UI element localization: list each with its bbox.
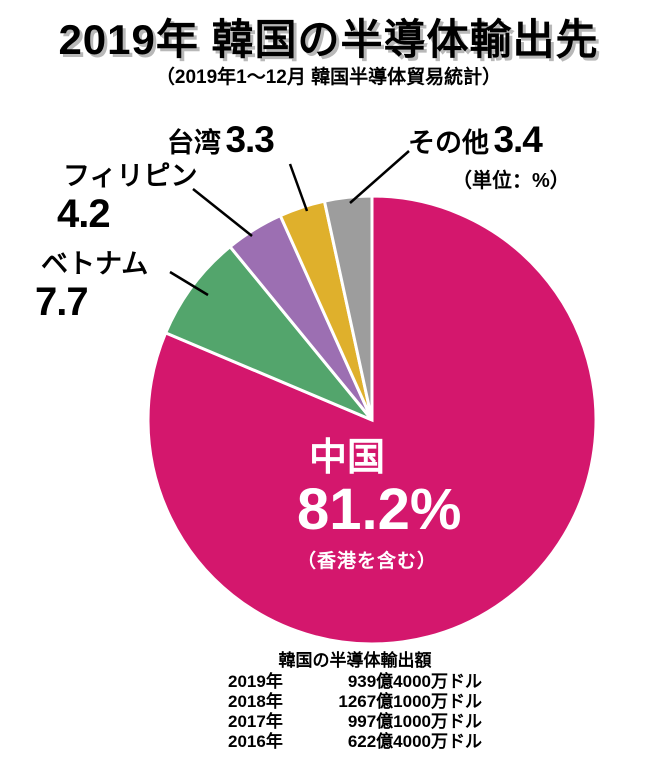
pie-slice-other — [322, 194, 374, 421]
table-row: 2016年 622億4000万ドル — [228, 732, 482, 752]
callout-philippines-label: フィリピン — [63, 161, 198, 191]
callout-vietnam: ベトナム 7.7 — [35, 249, 149, 324]
callout-china-value: 81.2% — [297, 476, 462, 542]
callout-philippines-value: 4.2 — [57, 192, 111, 236]
callout-china-label: 中国 — [309, 437, 386, 479]
leader-line-philippines — [192, 188, 253, 237]
callout-taiwan: 台湾 3.3 — [167, 119, 275, 160]
pie-slice-china — [146, 194, 598, 646]
callout-taiwan-value: 3.3 — [225, 119, 274, 160]
table-row-year: 2017年 — [228, 712, 283, 731]
page-title: 2019年 韓国の半導体輸出先 — [58, 16, 599, 63]
leader-line-other — [349, 150, 410, 204]
table-row-year: 2018年 — [228, 692, 283, 711]
table-row-amount: 1267億1000万ドル — [338, 692, 482, 711]
table-row: 2019年 939億4000万ドル — [228, 672, 482, 692]
leader-line-taiwan — [288, 163, 309, 212]
table-row-amount: 939億4000万ドル — [347, 672, 482, 691]
table-row: 2018年 1267億1000万ドル — [228, 692, 482, 712]
callout-china: 中国 81.2% （香港を含む） — [297, 437, 462, 573]
export-table-title: 韓国の半導体輸出額 — [278, 651, 432, 670]
export-amount-table: 韓国の半導体輸出額 2019年 939億4000万ドル 2018年 1267億1… — [228, 651, 482, 752]
table-row-year: 2016年 — [228, 732, 283, 751]
callout-other: その他 3.4 — [408, 119, 543, 160]
table-row-amount: 997億1000万ドル — [347, 712, 482, 731]
unit-note: （単位：%） — [452, 170, 570, 192]
callout-vietnam-label: ベトナム — [41, 249, 149, 279]
page-subtitle: （2019年1～12月 韓国半導体貿易統計） — [155, 67, 502, 88]
table-row-year: 2019年 — [228, 672, 283, 691]
callout-philippines: フィリピン 4.2 — [57, 161, 198, 236]
leader-line-vietnam — [169, 270, 209, 297]
callout-other-label: その他 — [408, 128, 489, 158]
callout-china-note: （香港を含む） — [297, 550, 438, 572]
table-row: 2017年 997億1000万ドル — [228, 712, 482, 732]
pie-chart — [146, 150, 598, 646]
callout-vietnam-value: 7.7 — [35, 280, 89, 324]
callout-taiwan-label: 台湾 — [167, 128, 221, 158]
callout-other-value: 3.4 — [493, 119, 542, 160]
table-row-amount: 622億4000万ドル — [347, 732, 482, 751]
